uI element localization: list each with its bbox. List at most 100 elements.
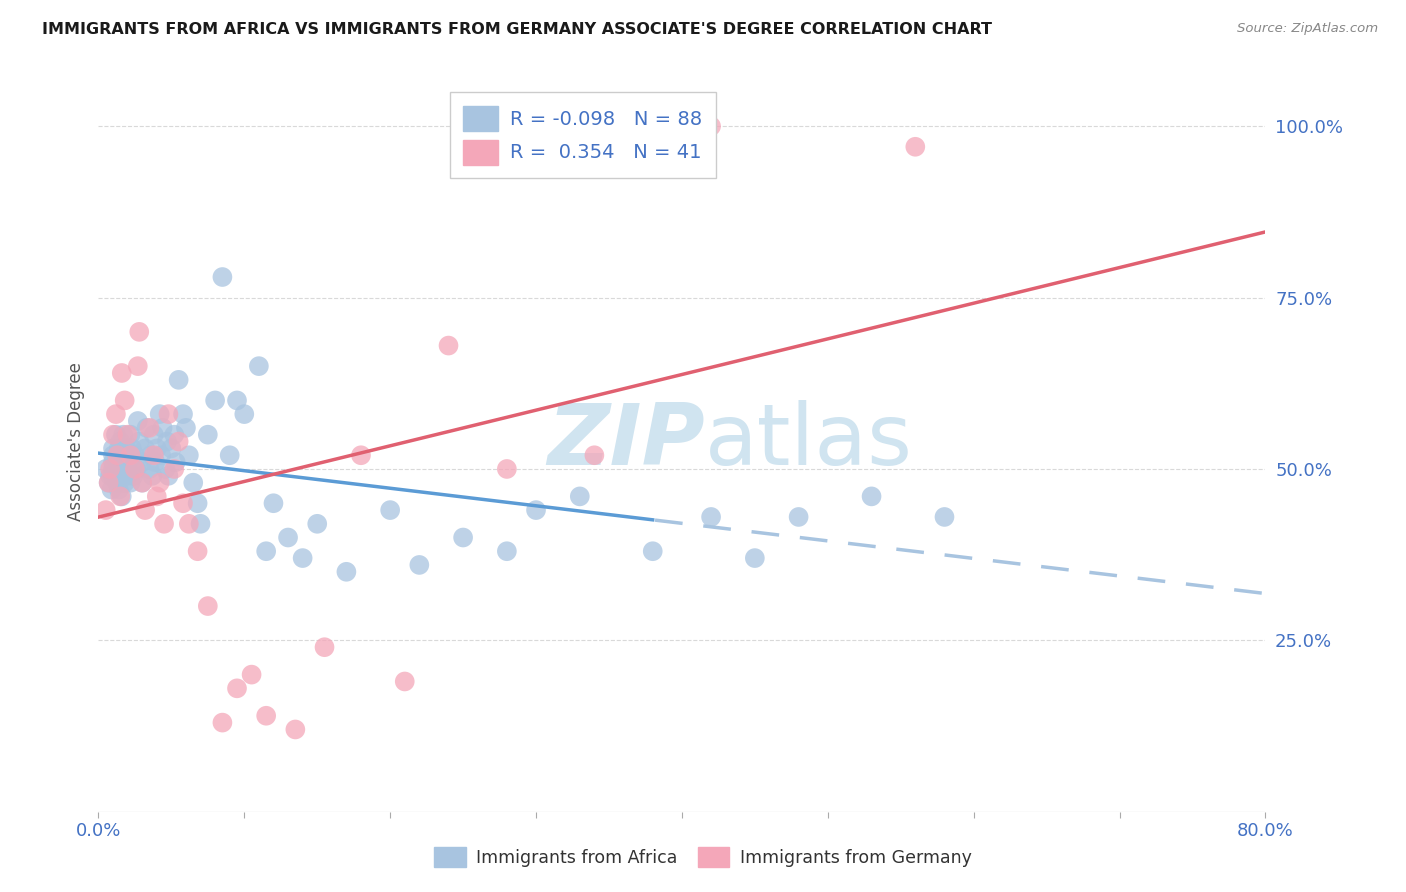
Point <box>163 462 186 476</box>
Text: atlas: atlas <box>706 400 914 483</box>
Point <box>156 434 179 449</box>
Point <box>150 448 173 462</box>
Point <box>451 531 474 545</box>
Point <box>218 448 240 462</box>
Point <box>226 393 249 408</box>
Point <box>110 455 132 469</box>
Point <box>111 366 134 380</box>
Point <box>860 489 883 503</box>
Point <box>104 407 127 421</box>
Point <box>124 448 146 462</box>
Point <box>177 516 200 531</box>
Point <box>134 503 156 517</box>
Point <box>284 723 307 737</box>
Point <box>149 475 172 490</box>
Point <box>114 455 136 469</box>
Point <box>142 448 165 462</box>
Point <box>101 427 124 442</box>
Point <box>131 475 153 490</box>
Point <box>277 531 299 545</box>
Point <box>111 489 134 503</box>
Point <box>211 270 233 285</box>
Point <box>190 516 212 531</box>
Point <box>124 462 146 476</box>
Point <box>496 462 519 476</box>
Point <box>108 442 131 456</box>
Point <box>128 325 150 339</box>
Point <box>128 434 150 449</box>
Point <box>108 483 131 497</box>
Point <box>197 599 219 613</box>
Point <box>101 462 124 476</box>
Point <box>408 558 430 572</box>
Point <box>197 427 219 442</box>
Point <box>101 468 124 483</box>
Point <box>97 475 120 490</box>
Point <box>177 448 200 462</box>
Point <box>114 393 136 408</box>
Point <box>118 448 141 462</box>
Point <box>157 407 180 421</box>
Point <box>934 510 956 524</box>
Point <box>149 407 172 421</box>
Point <box>172 496 194 510</box>
Point <box>187 544 209 558</box>
Point <box>233 407 256 421</box>
Point <box>568 489 591 503</box>
Point <box>641 544 664 558</box>
Point <box>110 489 132 503</box>
Point <box>583 448 606 462</box>
Point <box>167 434 190 449</box>
Point <box>904 140 927 154</box>
Point <box>100 483 122 497</box>
Point <box>131 455 153 469</box>
Point <box>524 503 547 517</box>
Point <box>146 489 169 503</box>
Point <box>114 475 136 490</box>
Point <box>117 455 139 469</box>
Point <box>314 640 336 655</box>
Point <box>127 414 149 428</box>
Point <box>110 468 132 483</box>
Point <box>97 475 120 490</box>
Text: Source: ZipAtlas.com: Source: ZipAtlas.com <box>1237 22 1378 36</box>
Point <box>111 448 134 462</box>
Point <box>94 503 117 517</box>
Point <box>700 119 723 133</box>
Point <box>254 544 277 558</box>
Point <box>120 475 142 490</box>
Point <box>160 442 183 456</box>
Point <box>496 544 519 558</box>
Point <box>139 448 162 462</box>
Point <box>117 468 139 483</box>
Point <box>262 496 284 510</box>
Point <box>98 462 121 476</box>
Point <box>112 427 135 442</box>
Point <box>115 442 138 456</box>
Text: IMMIGRANTS FROM AFRICA VS IMMIGRANTS FROM GERMANY ASSOCIATE'S DEGREE CORRELATION: IMMIGRANTS FROM AFRICA VS IMMIGRANTS FRO… <box>42 22 993 37</box>
Point <box>254 708 277 723</box>
Point <box>121 442 143 456</box>
Point <box>138 462 160 476</box>
Point <box>141 468 163 483</box>
Point <box>157 468 180 483</box>
Point <box>700 510 723 524</box>
Legend: R = -0.098   N = 88, R =  0.354   N = 41: R = -0.098 N = 88, R = 0.354 N = 41 <box>450 92 716 178</box>
Point <box>131 475 153 490</box>
Point <box>335 565 357 579</box>
Point <box>394 674 416 689</box>
Point <box>104 427 127 442</box>
Point <box>172 407 194 421</box>
Point <box>155 462 177 476</box>
Point <box>120 448 142 462</box>
Point <box>101 455 124 469</box>
Point <box>110 434 132 449</box>
Point <box>117 427 139 442</box>
Point <box>247 359 270 373</box>
Legend: Immigrants from Africa, Immigrants from Germany: Immigrants from Africa, Immigrants from … <box>427 840 979 874</box>
Point <box>138 421 160 435</box>
Point <box>105 448 128 462</box>
Point <box>105 448 128 462</box>
Point <box>122 468 145 483</box>
Point <box>101 442 124 456</box>
